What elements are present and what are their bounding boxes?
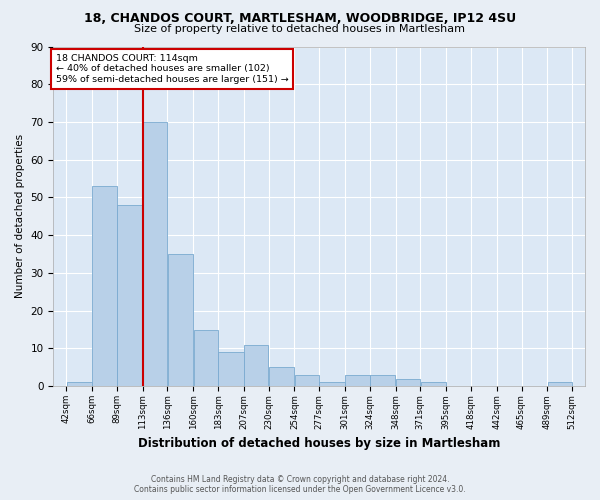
Bar [319,382,345,386]
Text: 18, CHANDOS COURT, MARTLESHAM, WOODBRIDGE, IP12 4SU: 18, CHANDOS COURT, MARTLESHAM, WOODBRIDG… [84,12,516,26]
Bar [295,375,319,386]
Bar [168,254,193,386]
Bar [421,382,446,386]
Bar [548,382,572,386]
Bar [244,344,268,386]
Y-axis label: Number of detached properties: Number of detached properties [15,134,25,298]
Bar [370,375,395,386]
Text: Contains HM Land Registry data © Crown copyright and database right 2024.
Contai: Contains HM Land Registry data © Crown c… [134,474,466,494]
Text: 18 CHANDOS COURT: 114sqm
← 40% of detached houses are smaller (102)
59% of semi-: 18 CHANDOS COURT: 114sqm ← 40% of detach… [56,54,289,84]
Bar [143,122,167,386]
Bar [269,368,294,386]
Bar [194,330,218,386]
Bar [396,378,420,386]
X-axis label: Distribution of detached houses by size in Martlesham: Distribution of detached houses by size … [138,437,500,450]
Text: Size of property relative to detached houses in Martlesham: Size of property relative to detached ho… [134,24,466,34]
Bar [92,186,116,386]
Bar [67,382,92,386]
Bar [218,352,244,386]
Bar [117,205,142,386]
Bar [345,375,370,386]
